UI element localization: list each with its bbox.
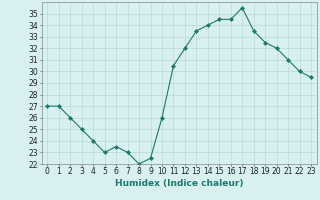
X-axis label: Humidex (Indice chaleur): Humidex (Indice chaleur) <box>115 179 244 188</box>
